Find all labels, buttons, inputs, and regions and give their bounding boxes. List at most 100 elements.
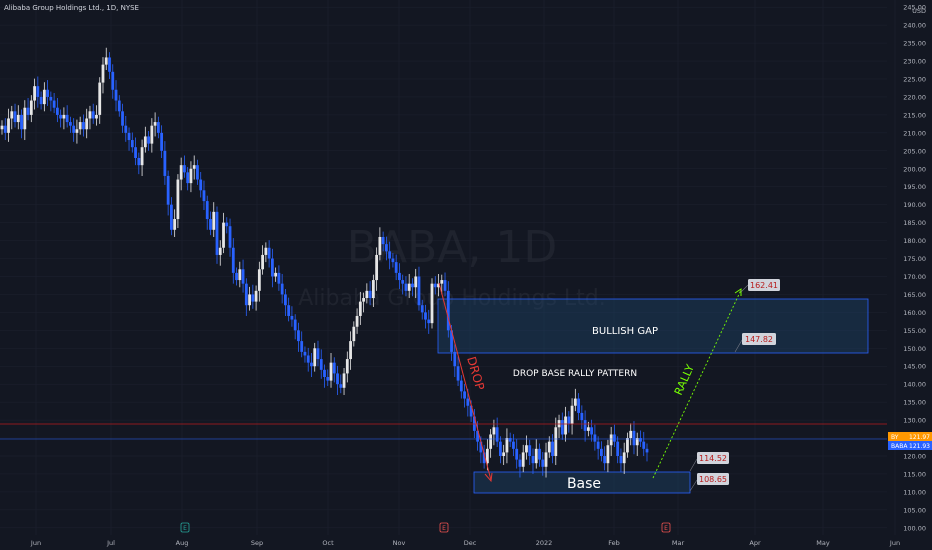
time-tick-label: 2022 [536,539,553,547]
candle-body [560,420,564,435]
time-tick-label: Sep [251,539,263,547]
candle-body [401,280,405,284]
candle-body [205,201,209,220]
candle-body [606,445,610,464]
watermark: BABA, 1D Alibaba Group Holdings Ltd. [298,222,606,311]
price-tick-label: 215.00 [903,111,926,119]
time-axis[interactable]: Jun Jul Aug Sep Oct Nov Dec 2022 Feb Mar Apr May Jun [30,539,900,547]
earnings-marker[interactable] [661,522,671,533]
candle-body [173,219,177,230]
price-axis[interactable]: USD 245.00 240.00 235.00 230.00 225.00 220.00… [903,4,926,533]
callout-box-1[interactable] [748,279,780,291]
candle-body [538,448,541,460]
time-tick-label: Nov [393,539,406,547]
candle-body [186,172,190,184]
candle-body [20,114,23,130]
candle-body [358,301,362,316]
candle-body [293,319,297,331]
candle-body [398,272,401,281]
price-tick-label: 225.00 [903,75,926,83]
earnings-marker[interactable] [180,522,190,533]
candle-body [411,283,414,288]
candle-body [111,71,115,90]
candle-body [49,96,53,101]
candle-body [163,150,167,176]
callout-pointer-1 [740,284,749,293]
price-tick-label: 155.00 [903,327,926,335]
candle-body [632,430,636,446]
candle-body [23,107,27,130]
candle-body [495,427,499,442]
drop-arrow[interactable] [438,282,492,481]
candle-body [570,405,574,424]
candle-body [310,362,313,367]
candle-body [264,247,268,255]
candle-body [525,445,528,453]
earnings-marker-label: E [442,525,446,532]
rally-line[interactable] [652,289,742,479]
callout-box-4[interactable] [697,473,729,485]
candle-body [404,283,408,291]
candle-body [52,100,56,108]
price-tick-label: 185.00 [903,219,926,227]
rally-label: RALLY [672,362,697,397]
bullish-gap-zone[interactable] [437,298,869,354]
candle-body [55,107,59,115]
candle-body [62,114,66,119]
candle-body [39,96,43,105]
callout-box-2[interactable] [742,333,776,345]
candle-body [137,157,141,166]
candle-body [189,168,193,184]
candle-body [326,377,330,381]
symbol-title: Alibaba Group Holdings Ltd., 1D, NYSE [4,4,139,12]
drop-label: DROP [464,355,487,392]
base-zone[interactable] [473,471,691,494]
candle-body [459,380,463,392]
callout-box-3[interactable] [697,452,729,464]
price-tick-label: 210.00 [903,129,926,137]
candle-body [394,262,398,273]
price-tick-label: 230.00 [903,58,926,66]
candle-body [332,362,336,374]
time-tick-label: Jun [30,539,41,547]
earnings-marker[interactable] [439,522,449,533]
candle-body [577,398,580,413]
candle-body [3,125,7,133]
candle-body [277,272,281,284]
bullish-gap-label: BULLISH GAP [592,326,658,337]
price-tick-label: 115.00 [903,470,926,478]
candle-body [95,114,98,119]
price-badge-orange-bg [888,432,932,441]
price-tick-label: 235.00 [903,40,926,48]
candle-body [635,438,639,446]
candle-body [437,283,440,288]
candle-body [222,222,225,248]
candle-body [16,114,20,123]
candle-body [7,118,10,133]
candle-body [108,57,111,72]
candle-body [150,125,154,144]
time-tick-label: Dec [464,539,477,547]
base-label: Base [567,476,601,492]
candle-body [564,416,567,435]
candle-body [319,359,323,370]
candle-body [645,448,649,453]
candle-body [290,315,294,320]
candle-body [313,348,317,367]
candle-body [176,179,180,220]
candle-body [599,448,603,457]
time-tick-label: Aug [176,539,189,547]
time-tick-label: Mar [672,539,685,547]
candle-body [469,405,473,417]
candle-body [29,100,33,115]
candle-body [36,86,40,97]
candle-body [476,430,480,442]
price-tick-label: 245.00 [903,4,926,12]
callout-value-4: 108.65 [699,475,727,484]
candle-body [209,219,212,230]
price-tick-label: 170.00 [903,273,926,281]
candle-body [349,341,352,360]
price-tick-label: 165.00 [903,291,926,299]
